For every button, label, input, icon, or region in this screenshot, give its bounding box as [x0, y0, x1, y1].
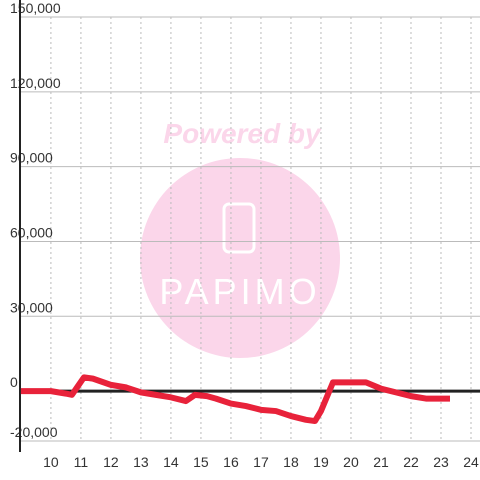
watermark-icon — [222, 202, 256, 254]
y-tick-label: 60,000 — [10, 224, 53, 240]
y-tick-label: 90,000 — [10, 150, 53, 166]
x-tick-label: 13 — [133, 454, 149, 470]
x-tick-label: 12 — [103, 454, 119, 470]
x-tick-label: 20 — [343, 454, 359, 470]
x-tick-label: 16 — [223, 454, 239, 470]
y-tick-label: 30,000 — [10, 299, 53, 315]
x-tick-label: 22 — [403, 454, 419, 470]
x-tick-label: 18 — [283, 454, 299, 470]
watermark-text: Powered by — [163, 118, 322, 149]
x-tick-label: 21 — [373, 454, 389, 470]
x-tick-label: 23 — [433, 454, 449, 470]
y-tick-label: -20,000 — [10, 424, 58, 440]
x-tick-label: 17 — [253, 454, 269, 470]
x-tick-label: 10 — [43, 454, 59, 470]
x-tick-label: 19 — [313, 454, 329, 470]
line — [20, 374, 450, 425]
watermark-circle — [140, 158, 340, 358]
watermark-logo: PAPIMO — [159, 271, 320, 312]
y-tick-label: 150,000 — [10, 0, 61, 16]
x-tick-label: 14 — [163, 454, 179, 470]
x-tick-label: 24 — [463, 454, 479, 470]
y-tick-label: 0 — [10, 374, 18, 390]
x-tick-label: 11 — [74, 454, 89, 470]
y-tick-label: 120,000 — [10, 75, 61, 91]
x-tick-label: 15 — [193, 454, 209, 470]
